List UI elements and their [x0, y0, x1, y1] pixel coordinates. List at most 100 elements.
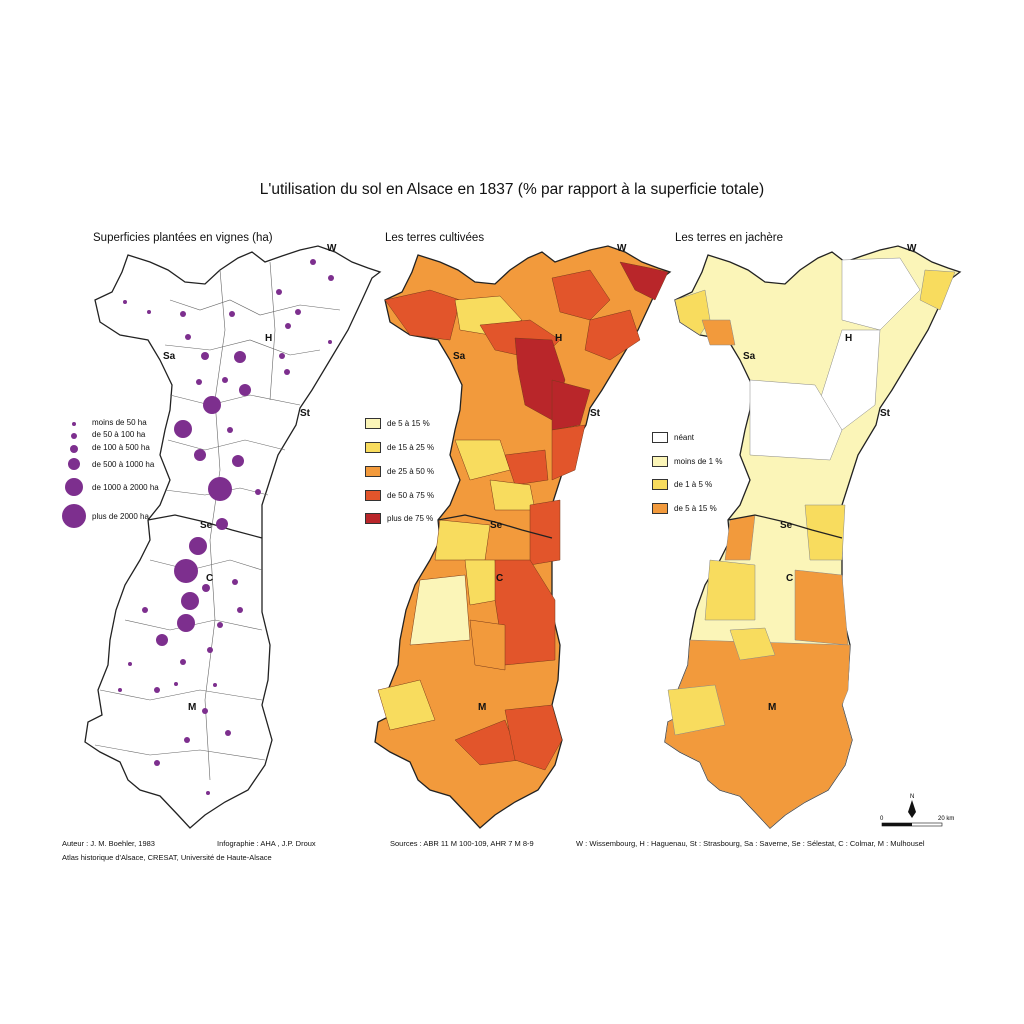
vineyard-circle	[207, 647, 213, 653]
vineyard-circle	[142, 607, 148, 613]
vineyard-circle	[232, 579, 238, 585]
vineyard-circle	[202, 584, 210, 592]
city-se: Se	[780, 520, 793, 531]
map-cultivees: W H Sa St Se C M	[374, 243, 671, 829]
map-jachere: W H Sa St Se C M	[664, 243, 961, 829]
legend-swatch	[652, 479, 668, 490]
city-se: Se	[200, 520, 213, 531]
vineyard-circle	[213, 683, 217, 687]
legend-swatch	[365, 442, 381, 453]
legend-dot	[70, 445, 78, 453]
vineyard-circle	[202, 708, 208, 714]
north-label: N	[910, 794, 914, 800]
city-c: C	[496, 573, 503, 584]
city-h: H	[265, 333, 272, 344]
vineyard-circle	[185, 334, 191, 340]
scale-end: 20 km	[938, 816, 954, 822]
vineyard-circle	[177, 614, 195, 632]
vineyard-circle	[284, 369, 290, 375]
vineyard-circle	[128, 662, 132, 666]
legend-dot	[65, 478, 83, 496]
legend-dot	[72, 422, 76, 426]
credit-atlas: Atlas historique d'Alsace, CRESAT, Unive…	[62, 853, 272, 862]
legend-dot	[71, 433, 77, 439]
city-sa: Sa	[163, 351, 176, 362]
cultivees-zones	[377, 261, 669, 771]
vineyard-circle	[279, 353, 285, 359]
city-sa: Sa	[743, 351, 756, 362]
cultivees-subtitle: Les terres cultivées	[385, 232, 485, 244]
city-se: Se	[490, 520, 503, 531]
vineyard-circle	[222, 377, 228, 383]
legend-dot	[62, 504, 86, 528]
city-w: W	[327, 243, 337, 254]
vineyard-circle	[239, 384, 251, 396]
vineyard-circle	[201, 352, 209, 360]
vineyard-circle	[328, 340, 332, 344]
city-m: M	[768, 702, 776, 713]
city-w: W	[907, 243, 917, 254]
vineyard-circle	[174, 559, 198, 583]
scale-bar: 0 20 km	[880, 816, 954, 827]
vineyard-circle	[217, 622, 223, 628]
legend-swatch	[365, 490, 381, 501]
vineyard-circle	[180, 659, 186, 665]
vineyard-circle	[180, 311, 186, 317]
city-sa: Sa	[453, 351, 466, 362]
credit-abbreviations: W : Wissembourg, H : Haguenau, St : Stra…	[576, 839, 925, 848]
vineyard-circle	[328, 275, 334, 281]
vineyard-circle	[181, 592, 199, 610]
legend-swatch	[652, 432, 668, 443]
city-st: St	[300, 408, 311, 419]
vineyard-circle	[232, 455, 244, 467]
vineyard-circle	[156, 634, 168, 646]
vineyard-symbols	[118, 259, 334, 795]
vignes-department-border	[147, 514, 263, 539]
legend-swatch	[652, 456, 668, 467]
vineyard-circle	[194, 449, 206, 461]
city-h: H	[555, 333, 562, 344]
vineyard-circle	[216, 518, 228, 530]
credit-infographie: Infographie : AHA , J.P. Droux	[217, 839, 316, 848]
vineyard-circle	[147, 310, 151, 314]
map-vignes: W H Sa St Se C M	[84, 243, 381, 829]
vineyard-circle	[184, 737, 190, 743]
vineyard-circle	[196, 379, 202, 385]
vineyard-circle	[225, 730, 231, 736]
city-m: M	[188, 702, 196, 713]
vineyard-circle	[206, 791, 210, 795]
legend-swatch	[365, 513, 381, 524]
vineyard-circle	[295, 309, 301, 315]
vineyard-circle	[237, 607, 243, 613]
vineyard-circle	[123, 300, 127, 304]
vineyard-circle	[310, 259, 316, 265]
city-st: St	[880, 408, 891, 419]
vineyard-circle	[208, 477, 232, 501]
city-h: H	[845, 333, 852, 344]
vignes-subtitle: Superficies plantées en vignes (ha)	[93, 232, 273, 244]
map-title: L'utilisation du sol en Alsace en 1837 (…	[259, 181, 765, 198]
legend-dot	[68, 458, 80, 470]
vineyard-circle	[189, 537, 207, 555]
north-arrow-icon: N	[908, 794, 916, 818]
vineyard-circle	[118, 688, 122, 692]
legend-swatch	[365, 466, 381, 477]
vineyard-circle	[255, 489, 261, 495]
scale-start: 0	[880, 816, 884, 822]
city-st: St	[590, 408, 601, 419]
jachere-zones	[664, 257, 956, 829]
vineyard-circle	[285, 323, 291, 329]
vineyard-circle	[174, 420, 192, 438]
city-c: C	[206, 573, 213, 584]
vineyard-circle	[174, 682, 178, 686]
city-w: W	[617, 243, 627, 254]
vineyard-circle	[154, 687, 160, 693]
credit-sources: Sources : ABR 11 M 100-109, AHR 7 M 8-9	[390, 839, 534, 848]
vineyard-circle	[276, 289, 282, 295]
vineyard-circle	[154, 760, 160, 766]
vineyard-circle	[227, 427, 233, 433]
jachere-subtitle: Les terres en jachère	[675, 232, 784, 244]
city-m: M	[478, 702, 486, 713]
vineyard-circle	[203, 396, 221, 414]
